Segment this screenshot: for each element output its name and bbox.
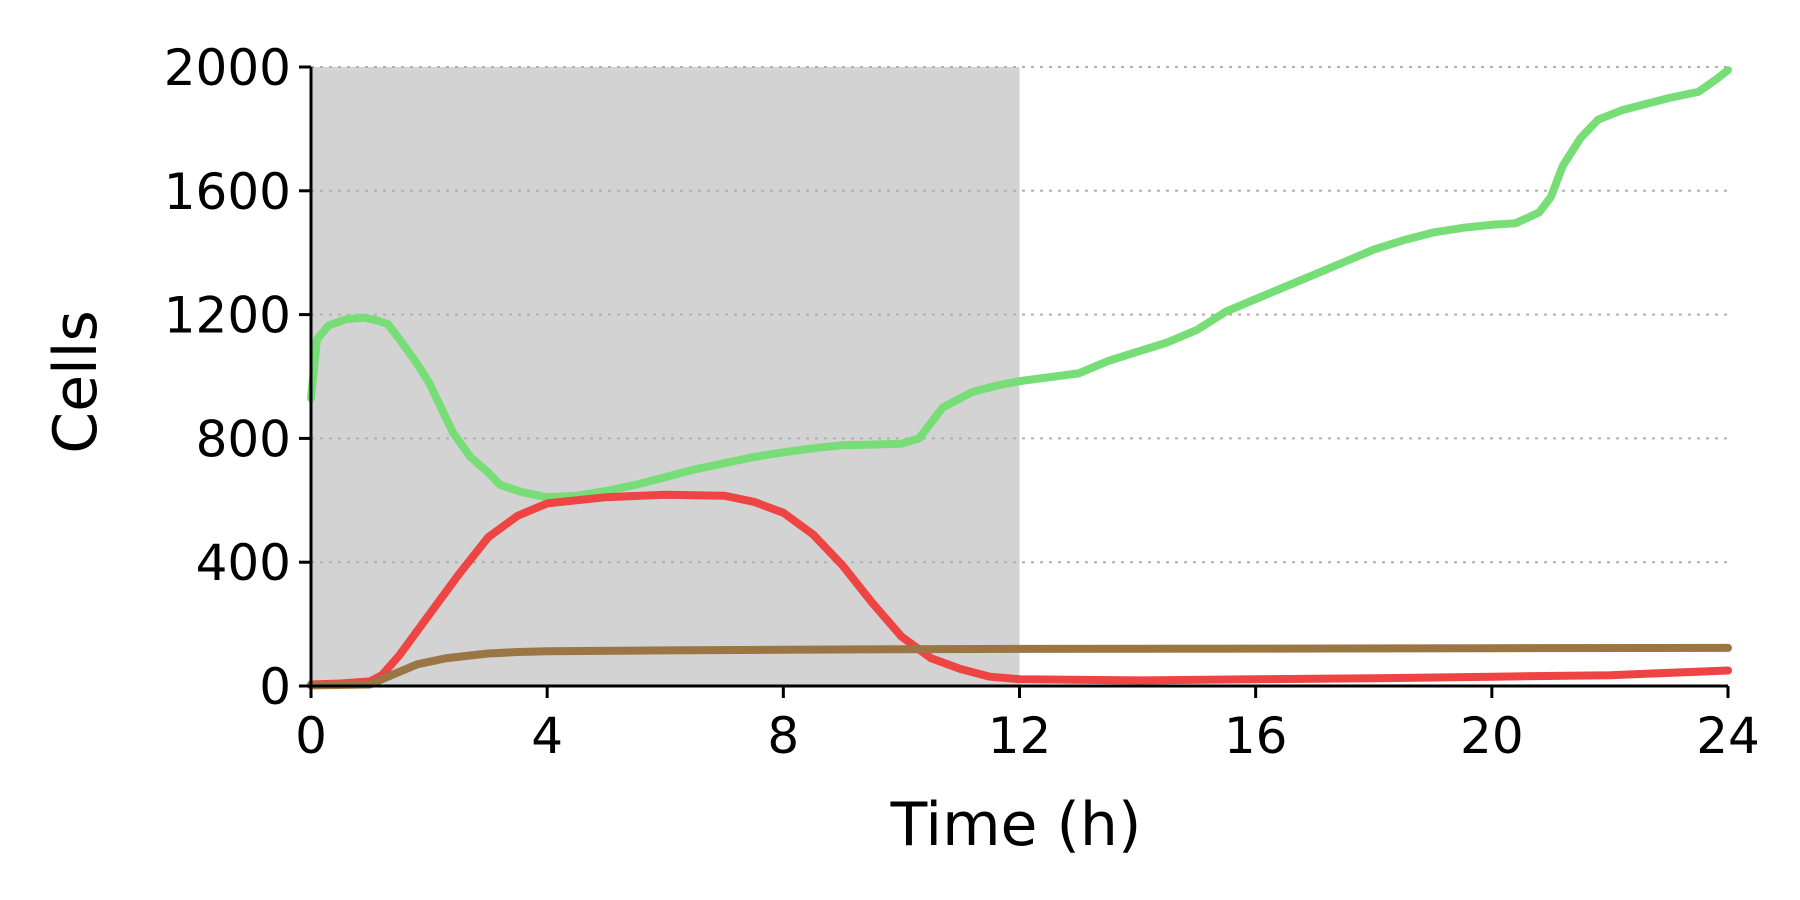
y-tick-label: 1600 — [164, 163, 291, 221]
x-tick-label: 16 — [1224, 707, 1288, 765]
grid-lines — [311, 66, 1728, 564]
plot-area — [311, 67, 1020, 686]
y-tick-label: 800 — [196, 410, 291, 468]
shaded-region — [311, 67, 1020, 686]
series-line-3 — [307, 643, 1732, 690]
x-tick-label: 12 — [988, 707, 1052, 765]
series-line-2 — [307, 490, 1732, 689]
y-tick-label: 1200 — [164, 287, 291, 345]
y-tick-label: 0 — [259, 658, 291, 716]
series-layer — [307, 66, 1732, 690]
series-line-1 — [307, 66, 1732, 502]
y-tick-label: 400 — [196, 534, 291, 592]
x-tick-label: 24 — [1696, 707, 1760, 765]
y-tick-label: 2000 — [164, 39, 291, 97]
ticks: 0 4 8 12 16 20 24 0 400 800 1200 1600 2000 — [164, 39, 1760, 765]
x-tick-label: 0 — [295, 707, 327, 765]
x-axis-label: Time (h) — [890, 790, 1142, 860]
x-tick-label: 8 — [767, 707, 799, 765]
x-tick-label: 20 — [1460, 707, 1524, 765]
x-tick-label: 4 — [531, 707, 563, 765]
y-axis-label: Cells — [41, 310, 111, 453]
